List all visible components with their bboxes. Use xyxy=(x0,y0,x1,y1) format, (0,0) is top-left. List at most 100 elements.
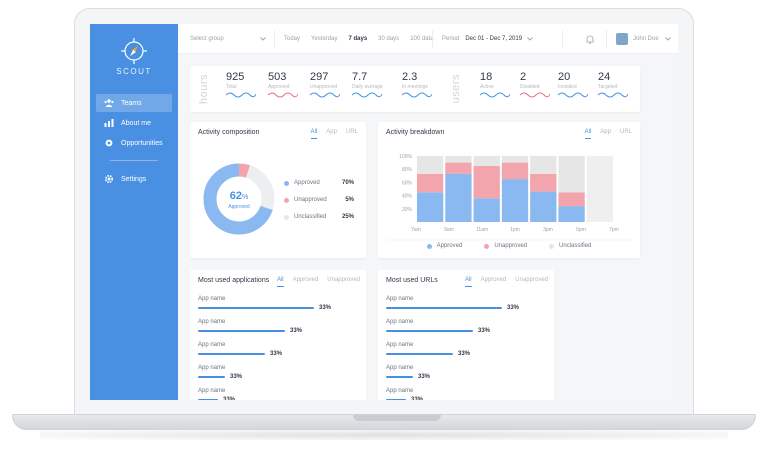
item-name: App name xyxy=(386,342,414,348)
card-title: Activity breakdown xyxy=(386,129,445,136)
tab-unapproved[interactable]: Unapproved xyxy=(327,277,360,283)
bar-segment-unclassified xyxy=(445,156,472,163)
tab-url[interactable]: URL xyxy=(345,129,358,135)
sidebar-item-about-me[interactable]: About me xyxy=(96,114,172,132)
most-used-urls-card: Most used URLs All Approved Unapproved A… xyxy=(378,270,554,400)
x-tick-label: 7pm xyxy=(609,227,619,233)
sidebar-item-settings[interactable]: Settings xyxy=(96,170,172,188)
item-name: App name xyxy=(386,388,414,394)
item-usage-bar xyxy=(386,353,453,355)
donut-segment-unapproved xyxy=(203,163,275,235)
tab-all[interactable]: All xyxy=(276,277,284,287)
sidebar-item-teams[interactable]: Teams xyxy=(96,94,172,112)
legend-approved: Approved 70% xyxy=(284,180,354,186)
avatar xyxy=(616,33,628,45)
bar-segment-approved xyxy=(558,206,585,222)
legend-label: Unapproved xyxy=(494,243,528,249)
bar-segment-unapproved xyxy=(558,192,585,207)
time-option-7-days[interactable]: 7 days xyxy=(348,36,368,42)
x-tick-label: 5pm xyxy=(576,227,586,233)
item-usage-bar xyxy=(386,399,406,400)
brand-logo[interactable]: SCOUT xyxy=(90,38,178,76)
legend-dot xyxy=(284,180,289,186)
breakdown-legend: Approved Unapproved Unclassified xyxy=(378,243,640,249)
item-bar-wrap: 33% xyxy=(386,351,546,357)
group-select[interactable]: Select group xyxy=(190,24,266,54)
sparkline-line xyxy=(558,92,588,98)
stat-label: Disabled xyxy=(520,84,540,90)
legend-pct: 5% xyxy=(345,197,354,203)
composition-tabs: All App URL xyxy=(302,129,358,139)
sidebar-divider xyxy=(110,160,158,161)
legend-approved: Approved xyxy=(426,243,463,249)
item-pct: 33% xyxy=(270,351,283,357)
item-usage-bar xyxy=(386,307,502,309)
item-bar-wrap: 33% xyxy=(198,374,358,380)
tab-all[interactable]: All xyxy=(310,129,318,139)
compass-logo-icon xyxy=(121,38,147,64)
donut-center-unit: % xyxy=(242,194,249,201)
sparkline xyxy=(520,92,550,98)
lightbulb-icon xyxy=(105,139,113,146)
stat-value: 503 xyxy=(268,71,287,83)
tab-approved[interactable]: Approved xyxy=(480,277,507,283)
legend-label: Approved xyxy=(436,243,463,249)
bar-segment-unapproved xyxy=(473,165,500,199)
tab-approved[interactable]: Approved xyxy=(292,277,319,283)
sidebar-item-opportunities[interactable]: Opportunities xyxy=(96,134,172,152)
item-pct: 33% xyxy=(230,374,243,380)
item-pct: 33% xyxy=(290,328,303,334)
bar-segment-approved xyxy=(445,173,472,222)
tab-url[interactable]: URL xyxy=(619,129,632,135)
item-usage-bar xyxy=(198,330,285,332)
item-pct: 33% xyxy=(223,397,236,400)
tab-app[interactable]: App xyxy=(600,129,611,135)
sparkline xyxy=(352,92,382,98)
laptop-base xyxy=(12,414,756,430)
y-tick-label: 40% xyxy=(402,194,413,200)
item-name: App name xyxy=(386,319,414,325)
list-item: App name 33% xyxy=(386,296,546,311)
item-pct: 33% xyxy=(319,305,332,311)
stat-value: 2 xyxy=(520,71,527,83)
stat-users-0: 18 Active xyxy=(480,71,510,98)
period-value: Dec 01 - Dec 7, 2019 xyxy=(465,36,523,42)
x-tick-label: 11am xyxy=(476,227,488,233)
bar-segment-unapproved xyxy=(530,173,557,192)
time-option-100-data[interactable]: 100 data xyxy=(410,36,434,42)
tab-all[interactable]: All xyxy=(584,129,592,139)
topbar-divider xyxy=(432,30,433,48)
item-bar-wrap: 33% xyxy=(198,328,358,334)
laptop-notch xyxy=(353,415,441,421)
sparkline-line xyxy=(310,92,340,98)
time-option-today[interactable]: Today xyxy=(284,36,301,42)
tab-unapproved[interactable]: Unapproved xyxy=(515,277,548,283)
bar-segment-unclassified xyxy=(473,156,500,166)
stat-value: 18 xyxy=(480,71,493,83)
stat-label: Installed xyxy=(558,84,577,90)
stat-value: 925 xyxy=(226,71,245,83)
period-picker[interactable]: Period Dec 01 - Dec 7, 2019 xyxy=(442,24,533,54)
item-bar-wrap: 33% xyxy=(386,328,546,334)
stat-users-3: 24 Targeted xyxy=(598,71,628,98)
stat-hours-1: 503 Approved xyxy=(268,71,298,98)
legend-label: Approved xyxy=(294,180,320,186)
legend-dot xyxy=(426,243,432,249)
item-pct: 33% xyxy=(458,351,471,357)
y-tick-label: 100% xyxy=(399,154,412,160)
tab-all[interactable]: All xyxy=(464,277,472,287)
notifications-button[interactable] xyxy=(586,24,594,54)
activity-composition-card: Activity composition All App URL 62% App… xyxy=(190,122,366,258)
time-option-yesterday[interactable]: Yesterday xyxy=(311,36,338,42)
user-name: John Doe xyxy=(633,36,659,42)
chevron-down-icon xyxy=(260,37,266,41)
stat-label: Daily average xyxy=(352,84,383,90)
tab-app[interactable]: App xyxy=(326,129,337,135)
user-menu[interactable]: John Doe xyxy=(616,24,671,54)
time-option-30-days[interactable]: 30 days xyxy=(378,36,400,42)
bell-icon xyxy=(586,35,594,44)
legend-dot xyxy=(284,214,289,220)
chevron-down-icon xyxy=(664,37,671,41)
stat-label: Targeted xyxy=(598,84,618,90)
item-usage-bar xyxy=(198,353,265,355)
